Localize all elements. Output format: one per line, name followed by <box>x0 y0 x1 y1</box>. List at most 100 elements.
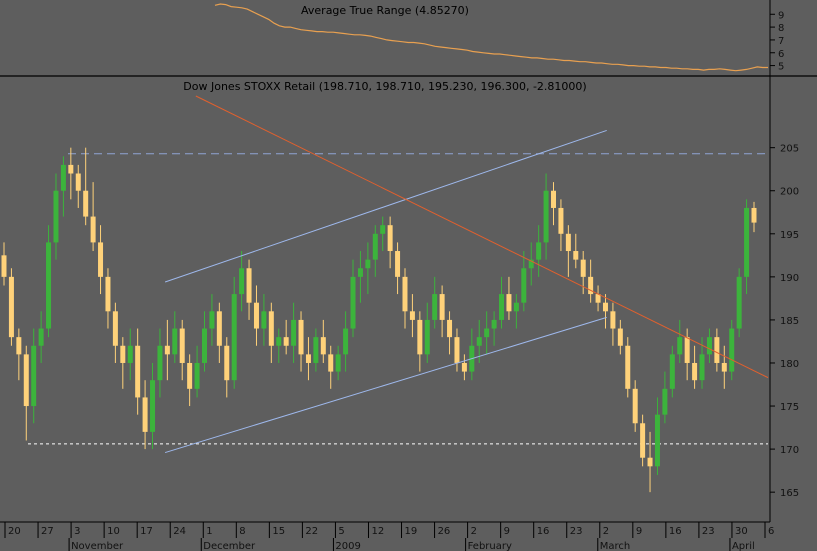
price-ytick-label: 170 <box>780 445 799 456</box>
candle-body <box>23 354 29 407</box>
price-title: Dow Jones STOXX Retail (198.710, 198.710… <box>183 80 586 93</box>
trendline-0 <box>164 129 607 283</box>
candle-body <box>729 328 735 372</box>
xtick-label: 26 <box>438 526 451 537</box>
candle-body <box>484 328 490 338</box>
candle-body <box>573 251 579 260</box>
candle-body <box>53 190 59 243</box>
price-ytick-label: 190 <box>780 273 799 284</box>
candle-body <box>439 294 445 320</box>
atr-line <box>214 3 768 72</box>
candle-body <box>528 259 534 269</box>
candle-body <box>209 311 215 329</box>
candle-body <box>380 225 386 234</box>
xtick-label: 16 <box>537 526 550 537</box>
candle-body <box>580 259 586 277</box>
candle-body <box>298 319 304 355</box>
candle-body <box>654 414 660 467</box>
candle-body <box>1 255 7 277</box>
xtick-label: 9 <box>504 526 510 537</box>
candle-body <box>684 337 690 363</box>
candle-body <box>640 423 646 458</box>
xtick-label: 23 <box>702 526 715 537</box>
candle-body <box>372 233 378 260</box>
month-label: November <box>71 541 124 551</box>
xtick-label: 15 <box>272 526 285 537</box>
month-label: December <box>203 541 256 551</box>
candle-body <box>714 337 720 363</box>
candle-body <box>751 207 757 223</box>
candle-body <box>105 276 111 312</box>
candle-body <box>521 268 527 303</box>
candle-body <box>98 242 104 277</box>
candle-body <box>253 302 259 329</box>
candle-body <box>38 328 44 346</box>
candle-body <box>276 337 282 346</box>
candle-body <box>328 354 334 372</box>
candle-body <box>268 311 274 346</box>
candle-body <box>8 276 14 338</box>
xtick-label: 17 <box>140 526 153 537</box>
candle-body <box>387 225 393 252</box>
candle-body <box>417 319 423 355</box>
xtick-label: 12 <box>371 526 384 537</box>
xtick-label: 24 <box>173 526 186 537</box>
candle-body <box>699 354 705 381</box>
candle-body <box>120 345 126 363</box>
candle-body <box>617 328 623 346</box>
candle-body <box>31 345 37 407</box>
candle-body <box>744 207 750 277</box>
candle-body <box>261 311 267 329</box>
candle-body <box>201 328 207 363</box>
price-ytick-label: 205 <box>780 144 799 155</box>
price-ytick-label: 180 <box>780 359 799 370</box>
candle-body <box>179 328 185 363</box>
candle-body <box>216 311 222 346</box>
price-ytick-label: 165 <box>780 488 799 499</box>
atr-ytick-label: 9 <box>778 10 784 21</box>
candle-body <box>499 294 505 320</box>
candle-body <box>476 337 482 346</box>
candle-body <box>194 362 200 389</box>
candle-body <box>90 216 96 243</box>
month-label: 2009 <box>335 541 360 551</box>
candle-body <box>736 276 742 329</box>
candle-body <box>135 345 141 398</box>
candle-body <box>432 294 438 320</box>
candle-body <box>513 302 519 312</box>
candle-body <box>677 337 683 355</box>
candle-body <box>632 388 638 424</box>
atr-ytick-label: 6 <box>778 49 784 60</box>
price-panel <box>1 95 769 493</box>
candle-body <box>692 362 698 381</box>
candle-body <box>506 294 512 312</box>
candle-body <box>239 268 245 295</box>
candle-body <box>60 164 66 191</box>
candle-body <box>565 233 571 252</box>
xtick-label: 6 <box>768 526 774 537</box>
candle-body <box>75 173 81 191</box>
candle-body <box>558 207 564 234</box>
atr-title: Average True Range (4.85270) <box>301 4 469 17</box>
candle-body <box>357 268 363 277</box>
xtick-label: 2 <box>471 526 477 537</box>
candle-body <box>588 276 594 295</box>
candle-body <box>335 354 341 372</box>
candle-body <box>231 294 237 381</box>
xtick-label: 9 <box>636 526 642 537</box>
atr-ytick-label: 8 <box>778 23 784 34</box>
xtick-label: 10 <box>107 526 120 537</box>
candle-body <box>706 337 712 355</box>
candle-body <box>424 319 430 355</box>
candle-body <box>536 242 542 260</box>
candle-body <box>602 302 608 312</box>
candle-body <box>595 294 601 303</box>
candle-body <box>142 397 148 432</box>
candle-body <box>350 276 356 329</box>
xtick-label: 19 <box>405 526 418 537</box>
candle-body <box>669 354 675 389</box>
candle-body <box>291 319 297 346</box>
candle-body <box>647 457 653 467</box>
